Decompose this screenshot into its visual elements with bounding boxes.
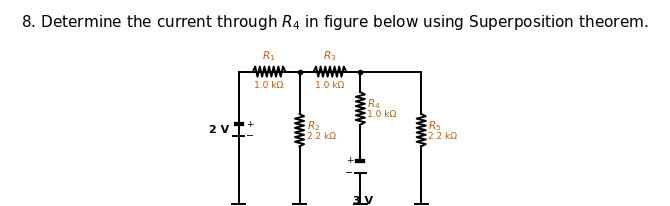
- Text: +: +: [346, 156, 353, 165]
- Text: $R_4$: $R_4$: [367, 97, 381, 111]
- Text: 1.0 kΩ: 1.0 kΩ: [367, 110, 397, 119]
- Text: $R_5$: $R_5$: [428, 119, 442, 133]
- Text: 2.2 kΩ: 2.2 kΩ: [307, 132, 336, 141]
- Text: $R_1$: $R_1$: [263, 49, 275, 63]
- Text: 8. Determine the current through $R_4$ in figure below using Superposition theor: 8. Determine the current through $R_4$ i…: [21, 13, 649, 32]
- Text: −: −: [246, 131, 254, 141]
- Text: −: −: [345, 168, 353, 178]
- Text: 1.0 kΩ: 1.0 kΩ: [316, 81, 344, 90]
- Text: $R_3$: $R_3$: [324, 49, 336, 63]
- Text: +: +: [246, 120, 253, 129]
- Text: $R_2$: $R_2$: [307, 119, 320, 133]
- Text: 2.2 kΩ: 2.2 kΩ: [428, 132, 458, 141]
- Text: 3 V: 3 V: [353, 196, 373, 206]
- Text: 2 V: 2 V: [209, 125, 230, 135]
- Text: 1.0 kΩ: 1.0 kΩ: [255, 81, 283, 90]
